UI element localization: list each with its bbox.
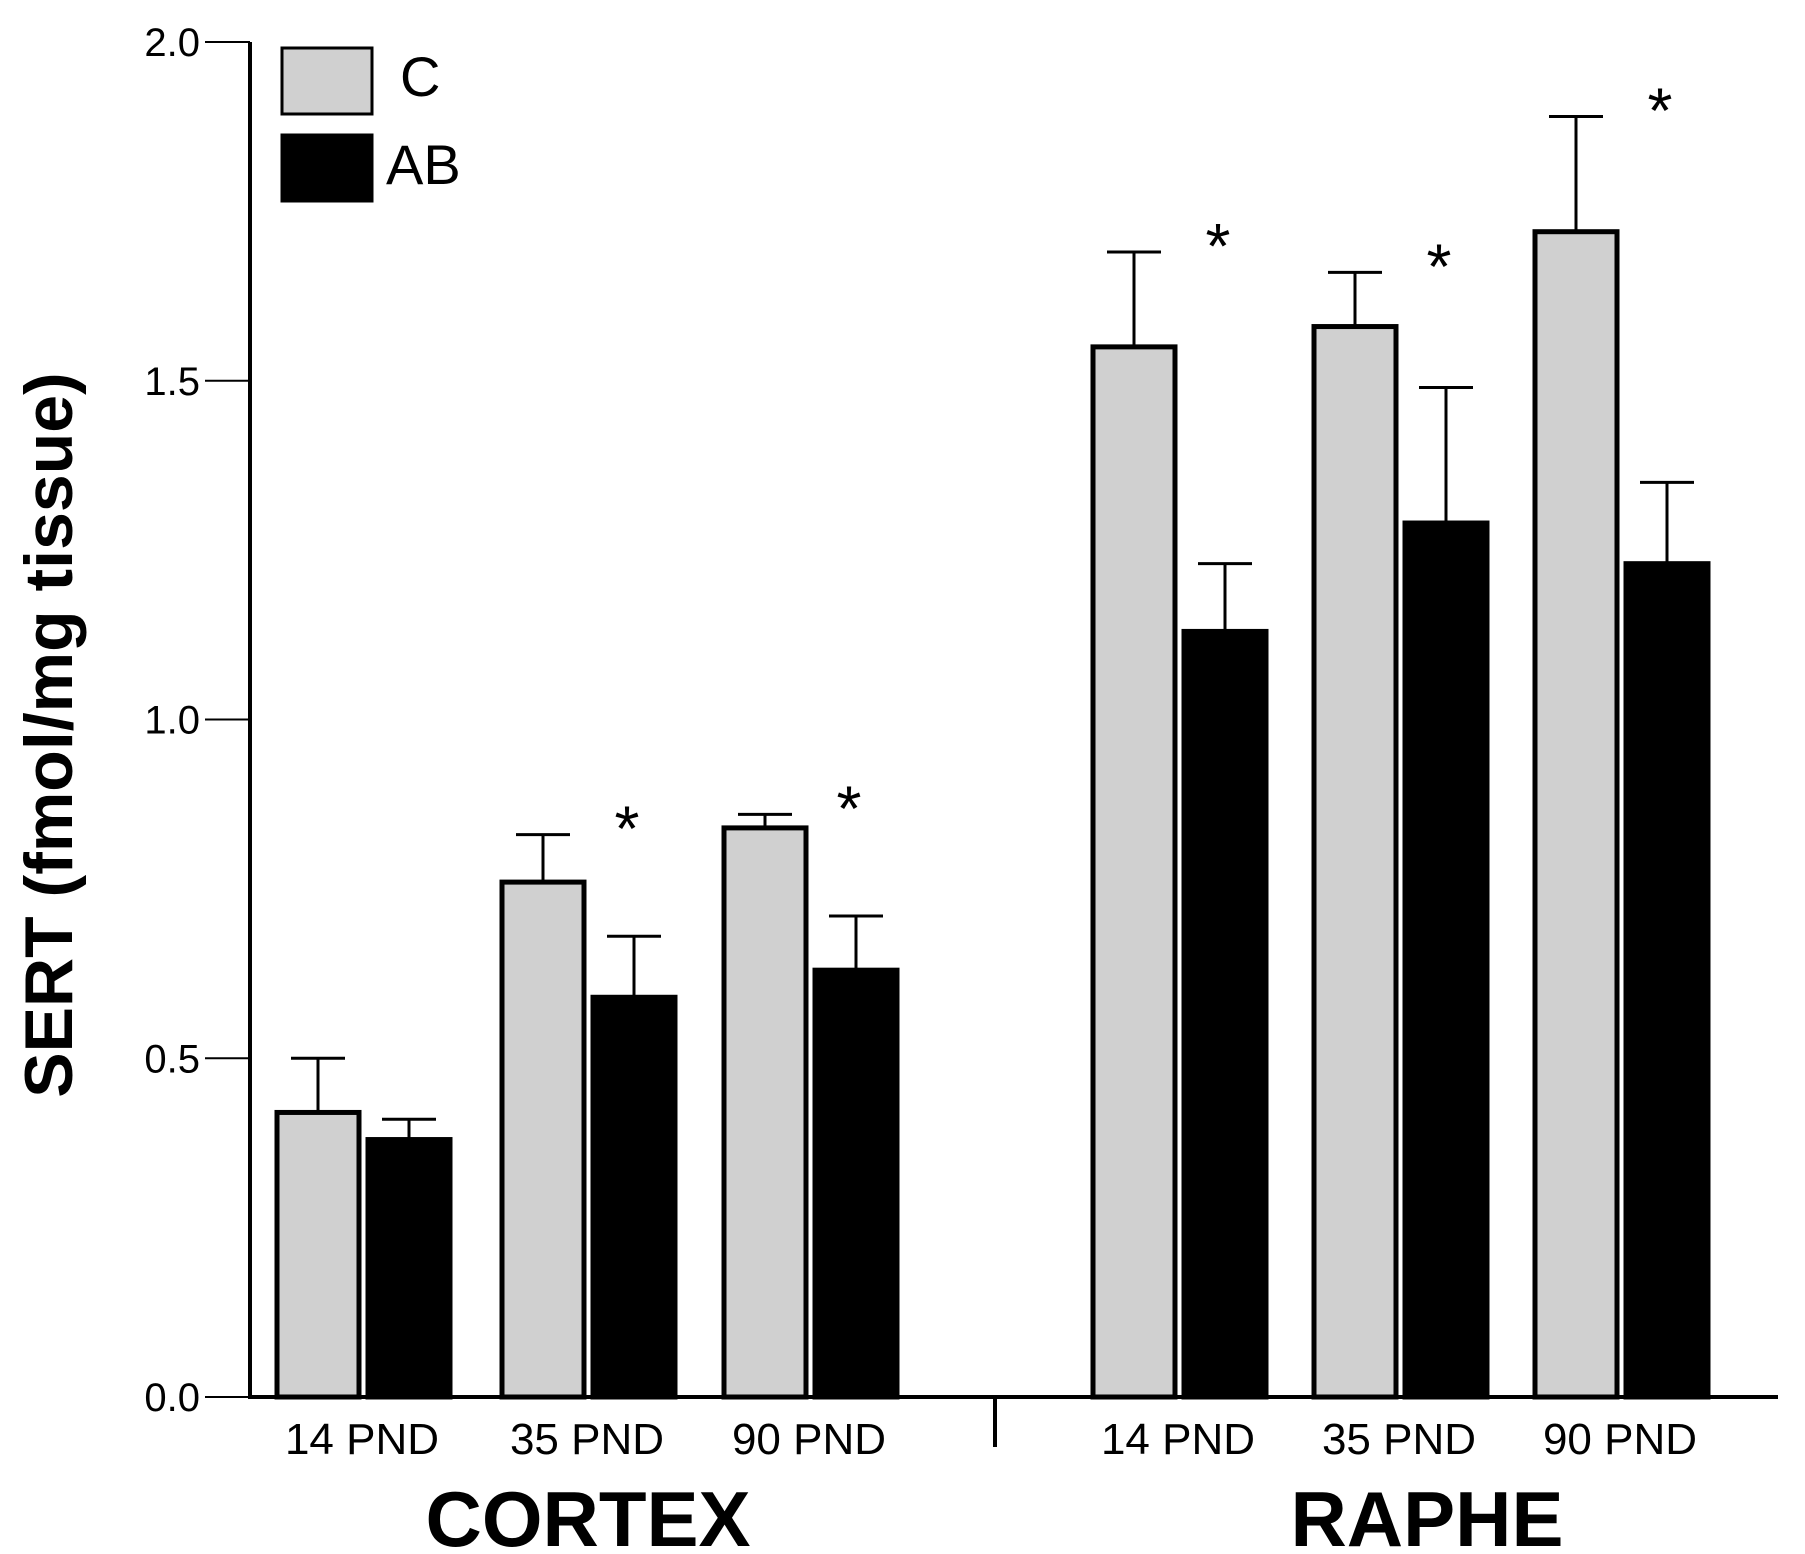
legend-label-ab: AB xyxy=(386,133,461,196)
legend-swatch-ab xyxy=(280,133,374,203)
bar-ab xyxy=(1623,561,1711,1400)
bar-c xyxy=(1532,229,1620,1400)
legend: C AB xyxy=(280,45,461,203)
bar-ab xyxy=(1402,520,1490,1400)
y-tick-label: 2.0 xyxy=(144,21,200,65)
category-label: 35 PND xyxy=(510,1415,664,1464)
legend-label-c: C xyxy=(400,45,440,108)
y-tick-label: 1.0 xyxy=(144,699,200,743)
category-label: 35 PND xyxy=(1322,1415,1476,1464)
significance-marker: * xyxy=(837,772,862,844)
bar-c xyxy=(1090,344,1178,1400)
y-tick-label: 0.0 xyxy=(144,1376,200,1420)
legend-swatch-c xyxy=(280,46,374,116)
bar-c xyxy=(721,825,809,1400)
bar-ab xyxy=(1181,628,1269,1400)
axes-layer: 0.0 0.5 1.0 1.5 2.0 14 PND 35 PND 90 PND 14 PND 3… xyxy=(144,21,1778,1464)
bar-c xyxy=(499,879,587,1400)
bars-layer: * * * * * xyxy=(274,75,1711,1400)
bar-c xyxy=(1311,324,1399,1400)
significance-marker: * xyxy=(1427,230,1452,302)
significance-marker: * xyxy=(615,793,640,865)
bar-ab xyxy=(812,967,900,1400)
bar-ab xyxy=(590,994,678,1400)
group-label-raphe: RAPHE xyxy=(1290,1475,1563,1554)
y-tick-label: 1.5 xyxy=(144,360,200,404)
significance-marker: * xyxy=(1206,210,1231,282)
category-label: 14 PND xyxy=(1101,1415,1255,1464)
category-label: 14 PND xyxy=(285,1415,439,1464)
category-label: 90 PND xyxy=(1543,1415,1697,1464)
bar-c xyxy=(274,1109,362,1400)
y-axis-label: SERT (fmol/mg tissue) xyxy=(11,372,87,1097)
y-tick-label: 0.5 xyxy=(144,1037,200,1081)
significance-marker: * xyxy=(1648,75,1673,147)
category-label: 90 PND xyxy=(732,1415,886,1464)
group-label-cortex: CORTEX xyxy=(425,1475,750,1554)
bar-ab xyxy=(365,1137,453,1400)
